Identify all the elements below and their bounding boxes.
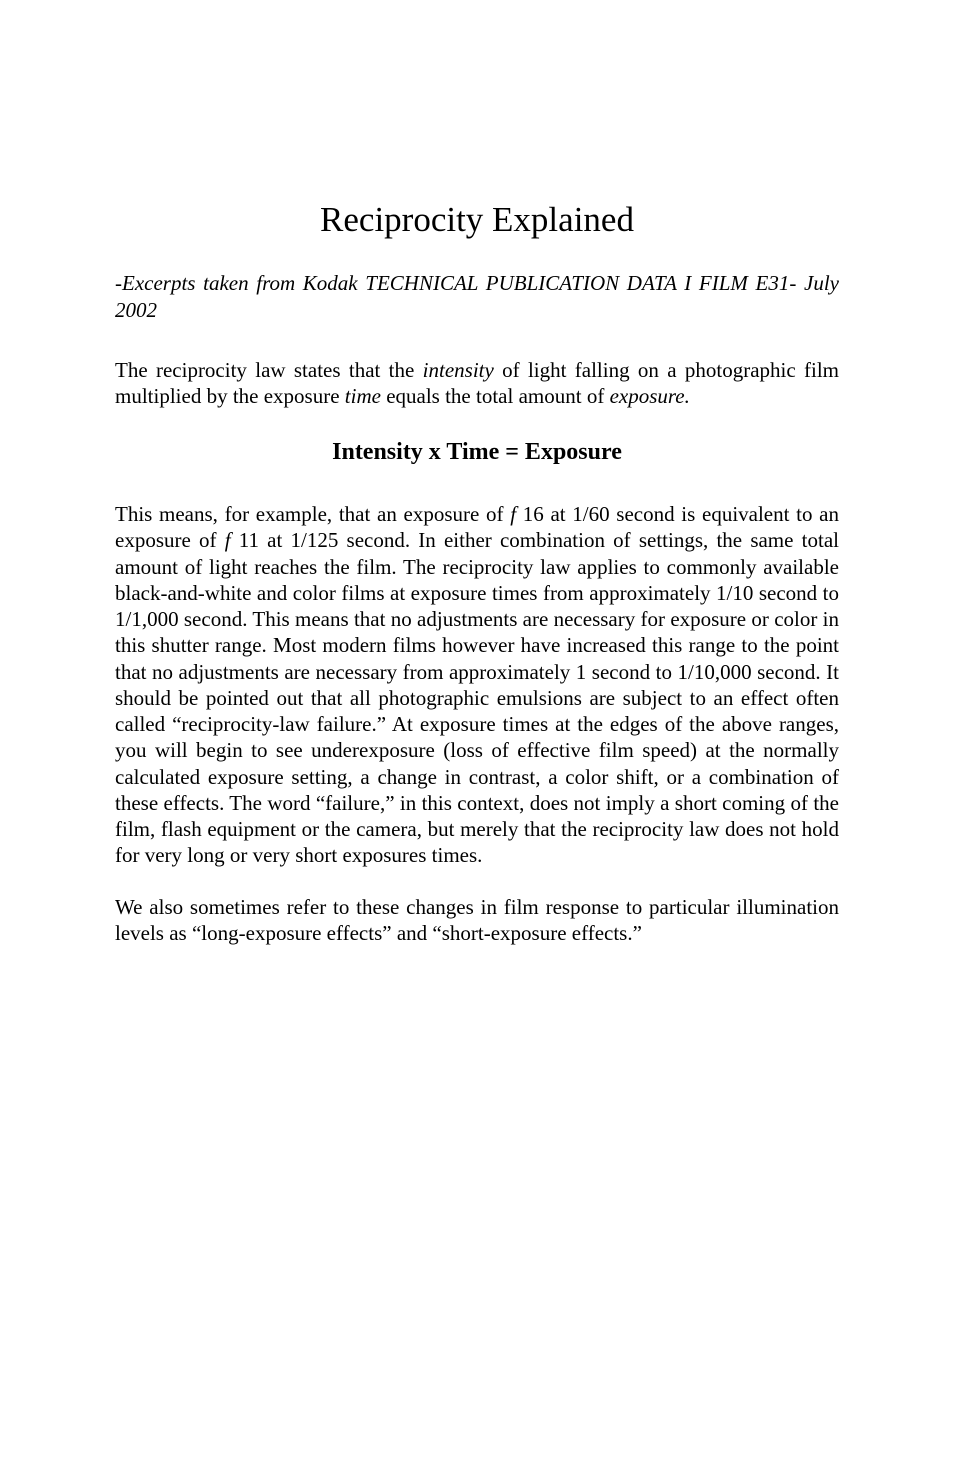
intro-paragraph: The reciprocity law states that the inte… [115,357,839,410]
body1-italic-2: f [225,528,239,552]
intro-italic-2: time [345,384,381,408]
document-subtitle: -Excerpts taken from Kodak TECHNICAL PUB… [115,270,839,325]
intro-text-1: The reciprocity law states that the [115,358,423,382]
intro-text-3: equals the total amount of [381,384,610,408]
body-paragraph-1: This means, for example, that an exposur… [115,501,839,869]
equation: Intensity x Time = Exposure [115,439,839,466]
intro-italic-1: intensity [423,358,494,382]
body-paragraph-2: We also sometimes refer to these changes… [115,894,839,947]
intro-italic-3: exposure. [610,384,690,408]
body1-text-3: 11 at 1/125 second. In either combinatio… [115,528,839,867]
body1-text-1: This means, for example, that an exposur… [115,502,510,526]
body1-italic-1: f [510,502,523,526]
document-title: Reciprocity Explained [115,200,839,240]
